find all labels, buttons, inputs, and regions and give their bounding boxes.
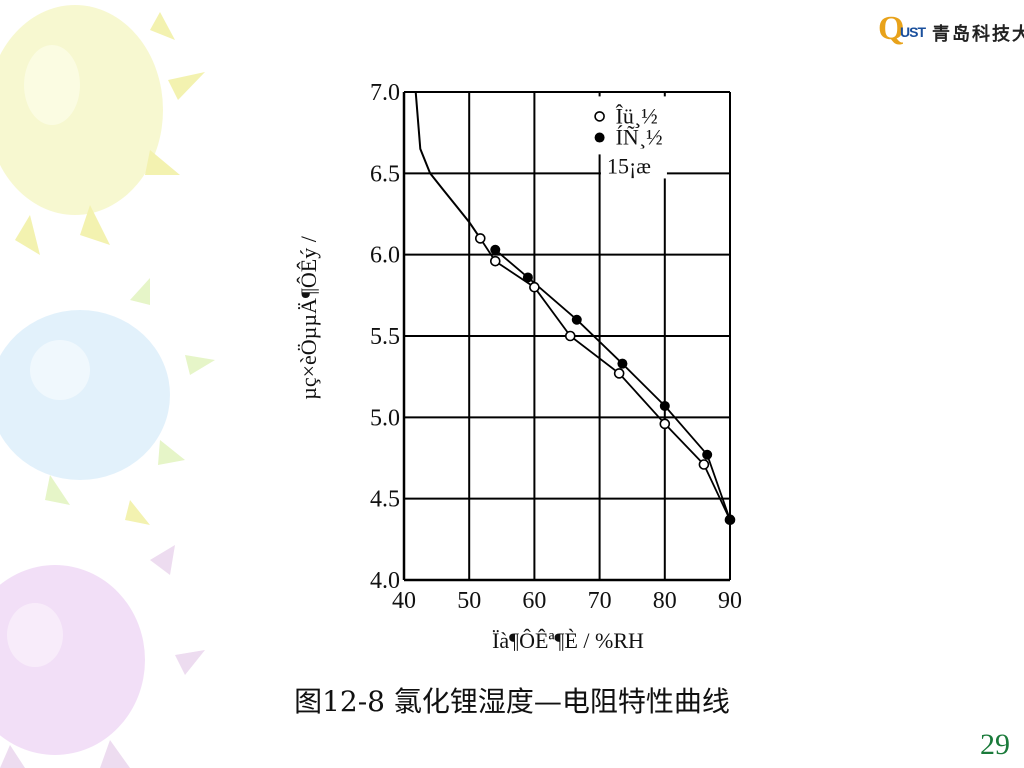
chart-grid: [402, 91, 731, 582]
y-tick-label: 6.5: [370, 161, 400, 187]
x-tick-label: 80: [653, 588, 677, 614]
y-tick-label: 5.5: [370, 324, 400, 350]
x-tick-label: 90: [718, 588, 742, 614]
x-tick-label: 40: [392, 588, 416, 614]
chart-markers: [474, 233, 736, 526]
figure-caption: 图12-8 氯化锂湿度—电阻特性曲线: [294, 685, 730, 718]
legend-open-marker: [594, 111, 605, 122]
data-point-adsorption: [529, 281, 540, 293]
legend-box: [589, 96, 704, 155]
legend-label-desorption: ÍÑ¸½: [616, 125, 663, 150]
university-logo: Q UST 青岛科技大学: [874, 8, 1024, 54]
logo-ust-letters: UST: [900, 24, 926, 40]
y-tick-label: 4.0: [370, 568, 400, 594]
data-point-adsorption: [489, 255, 501, 267]
chart-curves: [414, 91, 731, 521]
data-point-adsorption: [613, 368, 625, 379]
curve-upper-branch: [414, 91, 482, 239]
data-point-desorption: [702, 449, 713, 460]
x-tick-label: 70: [588, 588, 612, 614]
annotation-box: [600, 148, 667, 179]
data-point-desorption: [617, 358, 628, 369]
y-tick-label: 6.0: [370, 243, 400, 269]
series-line-adsorption: [479, 237, 731, 521]
data-point-desorption: [522, 272, 533, 283]
data-point-adsorption: [474, 233, 486, 244]
data-point-desorption: [659, 400, 670, 411]
page-number: 29: [980, 728, 1010, 761]
data-point-adsorption: [659, 418, 671, 430]
y-tick-label: 5.0: [370, 405, 400, 431]
y-tick-label: 7.0: [370, 80, 400, 106]
chart-legend: Îü¸½ÍÑ¸½ 15¡æ: [589, 96, 704, 179]
logo-q-letter: Q: [878, 10, 905, 47]
legend-label-adsorption: Îü¸½: [616, 103, 658, 128]
logo-university-name: 青岛科技大学: [932, 24, 1024, 45]
data-point-desorption: [725, 514, 735, 525]
data-point-adsorption: [698, 459, 710, 470]
x-axis-label: Ïà¶ÔÊª¶È / %RH: [492, 628, 644, 653]
data-point-desorption: [571, 314, 582, 325]
x-tick-label: 50: [457, 588, 481, 614]
x-tick-label: 60: [522, 588, 546, 614]
y-tick-label: 4.5: [370, 487, 400, 513]
chart-tick-labels: 40 50 60 70 80 90 4.0 4.5 5.0 5.5 6.0 6.5 7.0: [370, 80, 742, 614]
data-point-adsorption: [564, 330, 576, 342]
data-point-desorption: [490, 244, 501, 255]
temperature-annotation: 15¡æ: [607, 153, 651, 178]
legend-filled-marker: [594, 132, 605, 143]
y-axis-label: µç×èÖµµÄ¶ÔÊý /: [296, 235, 321, 400]
